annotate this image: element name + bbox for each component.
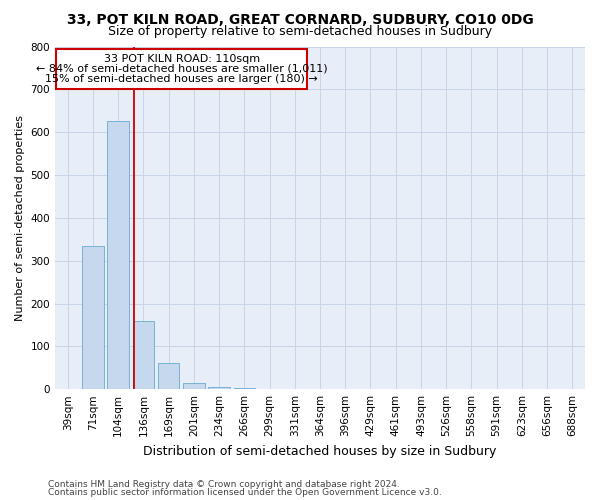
Text: Contains public sector information licensed under the Open Government Licence v3: Contains public sector information licen…	[48, 488, 442, 497]
Text: ← 84% of semi-detached houses are smaller (1,011): ← 84% of semi-detached houses are smalle…	[36, 64, 328, 74]
Y-axis label: Number of semi-detached properties: Number of semi-detached properties	[15, 115, 25, 321]
Bar	[82, 246, 104, 389]
Bar	[158, 364, 179, 389]
FancyBboxPatch shape	[56, 48, 307, 90]
X-axis label: Distribution of semi-detached houses by size in Sudbury: Distribution of semi-detached houses by …	[143, 444, 497, 458]
Bar	[183, 383, 205, 389]
Text: 33, POT KILN ROAD, GREAT CORNARD, SUDBURY, CO10 0DG: 33, POT KILN ROAD, GREAT CORNARD, SUDBUR…	[67, 12, 533, 26]
Text: Size of property relative to semi-detached houses in Sudbury: Size of property relative to semi-detach…	[108, 25, 492, 38]
Bar	[208, 387, 230, 389]
Text: 15% of semi-detached houses are larger (180) →: 15% of semi-detached houses are larger (…	[46, 74, 318, 84]
Text: 33 POT KILN ROAD: 110sqm: 33 POT KILN ROAD: 110sqm	[104, 54, 260, 64]
Bar	[233, 388, 255, 389]
Bar	[107, 122, 129, 389]
Bar	[133, 320, 154, 389]
Text: Contains HM Land Registry data © Crown copyright and database right 2024.: Contains HM Land Registry data © Crown c…	[48, 480, 400, 489]
